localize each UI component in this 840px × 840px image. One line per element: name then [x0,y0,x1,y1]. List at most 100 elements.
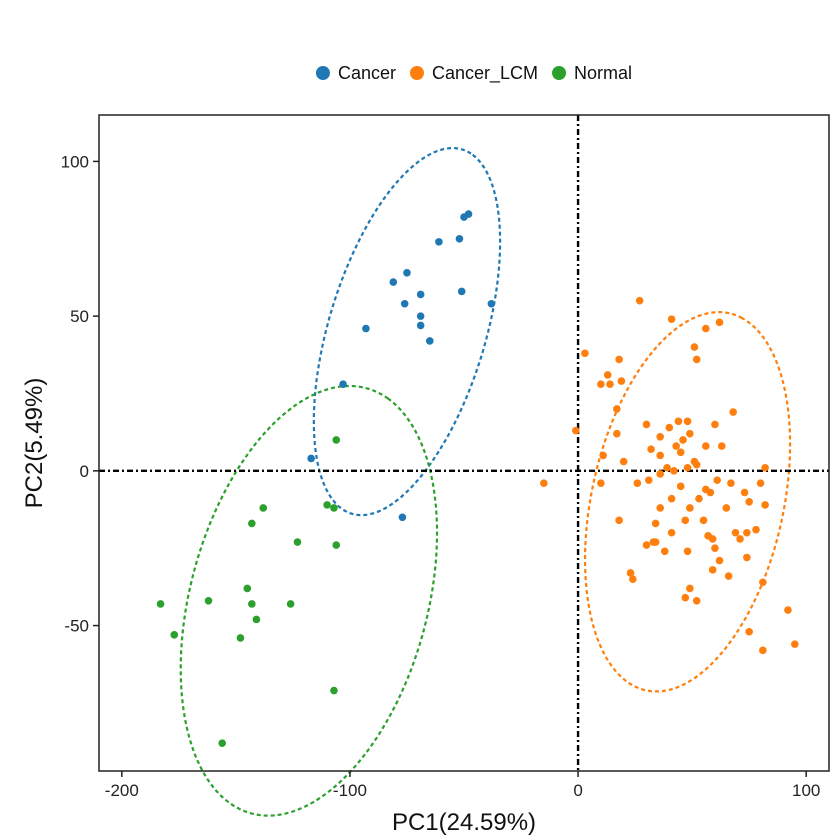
point-cancer-lcm [674,417,683,426]
x-tick-label: 100 [792,781,820,800]
point-cancer-lcm [540,479,548,488]
point-cancer [425,337,434,345]
point-cancer-lcm [761,501,769,509]
legend-label-cancer: Cancer [338,63,396,83]
point-cancer-lcm [683,463,692,472]
point-normal [286,600,295,608]
point-cancer-lcm [727,479,735,488]
point-cancer [460,213,468,221]
point-cancer [389,278,398,286]
point-cancer-lcm [599,451,607,460]
ellipse-normal [179,384,439,817]
point-cancer-lcm [597,380,605,389]
point-cancer-lcm [702,485,710,494]
point-cancer-lcm [679,436,687,444]
point-cancer-lcm [702,442,710,450]
point-cancer-lcm [745,627,753,636]
point-cancer [487,299,496,308]
point-cancer-lcm [708,535,717,543]
plot-panel-border [98,114,830,772]
point-cancer-lcm [761,463,769,472]
point-cancer-lcm [626,569,635,577]
y-tick-label: 50 [70,307,89,326]
ellipse-cancer [312,146,502,517]
point-cancer-lcm [656,504,664,512]
point-normal [236,634,245,642]
point-normal [248,519,256,528]
point-normal [293,538,302,546]
point-cancer-lcm [651,519,660,528]
point-cancer [455,234,464,243]
point-cancer [362,324,370,333]
point-cancer-lcm [702,324,710,333]
legend-label-cancer-lcm: Cancer_LCM [432,63,538,84]
x-tick-label: -100 [333,781,367,800]
point-cancer-lcm [752,525,760,534]
point-normal [330,504,338,512]
point-cancer-lcm [644,476,653,484]
y-tick-label: 0 [80,462,89,481]
point-cancer-lcm [692,355,701,364]
point-cancer-lcm [667,528,676,537]
point-cancer [435,238,443,246]
point-cancer-lcm [670,467,678,475]
point-normal [332,541,341,549]
x-axis-title: PC1(24.59%) [392,809,536,836]
point-normal [332,436,341,444]
x-axis: -200 -100 0 100 [105,771,820,800]
x-tick-label: -200 [105,781,139,800]
point-cancer-lcm [736,535,744,543]
legend-marker-cancer [315,66,330,80]
data-points [156,210,799,747]
point-cancer-lcm [672,442,680,450]
point-cancer [398,513,407,522]
point-cancer-lcm [686,584,694,593]
point-normal [204,597,213,605]
point-normal [243,584,252,593]
point-cancer [416,321,425,330]
point-cancer-lcm [613,405,621,413]
point-cancer-lcm [683,547,692,556]
point-cancer-lcm [745,497,753,506]
point-cancer-lcm [656,433,664,441]
point-normal [170,631,179,639]
point-cancer-lcm [617,377,626,385]
point-cancer-lcm [667,494,676,503]
point-cancer-lcm [731,528,740,537]
point-cancer [457,287,466,296]
point-cancer-lcm [784,606,792,614]
point-cancer-lcm [619,457,628,466]
legend: Cancer Cancer_LCM Normal [315,63,632,84]
point-cancer-lcm [647,445,655,453]
reference-lines [99,115,829,771]
point-cancer-lcm [759,646,767,655]
point-cancer-lcm [660,547,669,556]
point-normal [330,686,338,695]
x-tick-label: 0 [573,781,582,800]
point-cancer-lcm [606,380,614,389]
point-cancer-lcm [635,296,644,305]
point-cancer-lcm [743,528,751,537]
point-cancer-lcm [695,494,703,503]
point-cancer-lcm [756,479,765,488]
point-cancer-lcm [656,470,664,478]
point-cancer [339,380,347,389]
point-cancer-lcm [603,371,612,379]
point-normal [218,739,226,747]
point-cancer-lcm [613,429,621,438]
point-cancer-lcm [681,593,690,602]
point-cancer [416,312,425,320]
point-cancer [416,290,425,299]
point-cancer-lcm [642,420,651,429]
point-cancer-lcm [656,451,664,460]
point-cancer-lcm [690,343,699,351]
legend-label-normal: Normal [574,63,632,83]
point-cancer-lcm [686,504,694,512]
point-cancer-lcm [642,541,651,549]
point-cancer-lcm [651,538,660,546]
point-cancer-lcm [692,597,701,605]
point-cancer-lcm [683,417,692,426]
point-cancer-lcm [681,516,690,525]
point-cancer-lcm [715,318,724,327]
point-cancer-lcm [708,566,717,574]
